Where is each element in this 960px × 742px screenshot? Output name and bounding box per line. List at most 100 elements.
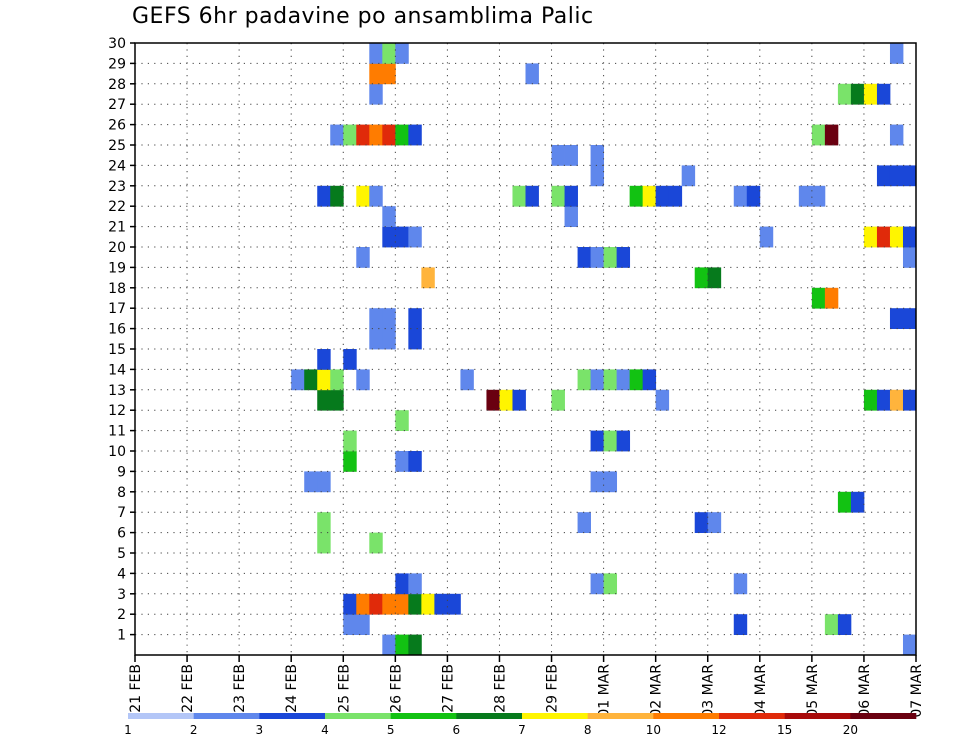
heat-cell — [486, 389, 500, 411]
heat-cell — [889, 389, 904, 411]
x-tick-label: 24 FEB — [284, 664, 300, 713]
x-tick-label: 22 FEB — [180, 664, 196, 713]
y-tick-label: 10 — [108, 444, 126, 460]
heat-cell — [408, 634, 422, 656]
heat-cell — [889, 43, 904, 64]
heat-cell — [733, 614, 748, 635]
heat-cell — [382, 328, 396, 350]
heat-cell — [330, 185, 344, 207]
chart-title: GEFS 6hr padavine po ansamblima Palic — [132, 4, 594, 29]
heat-cell — [317, 532, 331, 554]
grid-layer — [134, 42, 917, 655]
legend-label: 2 — [190, 723, 198, 737]
heat-cell — [551, 185, 565, 207]
heat-cell — [499, 389, 513, 411]
y-tick-label: 18 — [108, 281, 126, 297]
heat-cell — [408, 573, 422, 595]
legend-label: 10 — [646, 723, 661, 737]
heat-cell — [564, 185, 578, 207]
heat-cell — [369, 532, 383, 554]
heat-cell — [382, 124, 396, 146]
heat-cell — [369, 185, 383, 207]
heat-cell — [317, 349, 331, 370]
legend-label: 7 — [518, 723, 526, 737]
heat-cell — [577, 512, 591, 533]
y-tick-label: 14 — [108, 362, 126, 378]
heat-cell — [395, 226, 409, 248]
heat-cell — [577, 247, 591, 268]
heat-cell — [824, 124, 839, 146]
y-tick-label: 22 — [108, 199, 126, 215]
legend-swatch — [719, 713, 785, 719]
heat-cell — [421, 267, 435, 289]
x-tick-label: 29 FEB — [545, 664, 561, 713]
heat-cell — [590, 165, 604, 187]
heat-cell — [876, 165, 891, 187]
heat-cell — [343, 349, 357, 370]
heat-cell — [590, 430, 604, 452]
heat-cell — [395, 634, 409, 656]
heat-cell — [837, 614, 852, 635]
heat-cell — [564, 145, 578, 166]
heat-cell — [824, 614, 839, 635]
legend-swatch — [259, 713, 326, 719]
y-tick-label: 17 — [108, 301, 126, 317]
x-tick-label: 03 MAR — [701, 664, 717, 718]
y-tick-label: 27 — [108, 97, 126, 113]
y-tick-label: 25 — [108, 138, 126, 154]
heat-cell — [889, 226, 904, 248]
heat-cell — [694, 512, 709, 533]
x-tick-label: 23 FEB — [232, 664, 248, 713]
heat-cell — [291, 369, 305, 391]
y-axis: 1234567891011121314151617181920212223242… — [108, 36, 135, 644]
heat-cell — [447, 593, 461, 615]
heat-cell — [408, 593, 422, 615]
heat-cell — [863, 83, 878, 105]
heat-cell — [382, 593, 396, 615]
heat-cell — [746, 185, 761, 207]
heat-cell — [408, 451, 422, 472]
legend-label: 8 — [584, 723, 592, 737]
heat-cell — [564, 206, 578, 227]
heat-cell — [317, 369, 331, 391]
legend-label: 6 — [453, 723, 461, 737]
heat-cell — [343, 451, 357, 472]
heat-cell — [902, 247, 917, 268]
heat-cell — [382, 634, 396, 656]
heat-cell — [304, 369, 318, 391]
heat-cell — [356, 124, 370, 146]
x-tick-label: 26 FEB — [388, 664, 404, 713]
y-tick-label: 30 — [108, 36, 126, 52]
heat-cell — [395, 451, 409, 472]
y-tick-label: 21 — [108, 220, 126, 236]
y-tick-label: 11 — [108, 424, 126, 440]
y-tick-label: 8 — [117, 485, 126, 501]
heat-cell — [902, 634, 917, 656]
heat-cell — [759, 226, 774, 248]
legend-swatch — [587, 713, 654, 719]
legend-swatch — [784, 713, 851, 719]
y-tick-label: 29 — [108, 56, 126, 72]
heat-cell — [330, 369, 344, 391]
heat-cell — [525, 185, 539, 207]
heat-cell — [694, 267, 709, 289]
y-tick-label: 7 — [117, 505, 126, 521]
heat-cell — [317, 471, 331, 493]
y-tick-label: 23 — [108, 179, 126, 195]
y-tick-label: 24 — [108, 158, 126, 174]
legend-swatch — [390, 713, 457, 719]
heat-cell — [590, 471, 604, 493]
heat-cell — [356, 369, 370, 391]
heat-cell — [343, 593, 357, 615]
x-tick-label: 06 MAR — [857, 664, 873, 718]
x-tick-label: 07 MAR — [909, 664, 925, 718]
y-tick-label: 5 — [117, 546, 126, 562]
heat-cell — [382, 226, 396, 248]
legend-label: 15 — [777, 723, 792, 737]
heat-cell — [642, 185, 657, 207]
heat-cell — [707, 512, 722, 533]
legend-label: 20 — [843, 723, 858, 737]
heat-cell — [577, 369, 591, 391]
heat-cell — [889, 308, 904, 329]
